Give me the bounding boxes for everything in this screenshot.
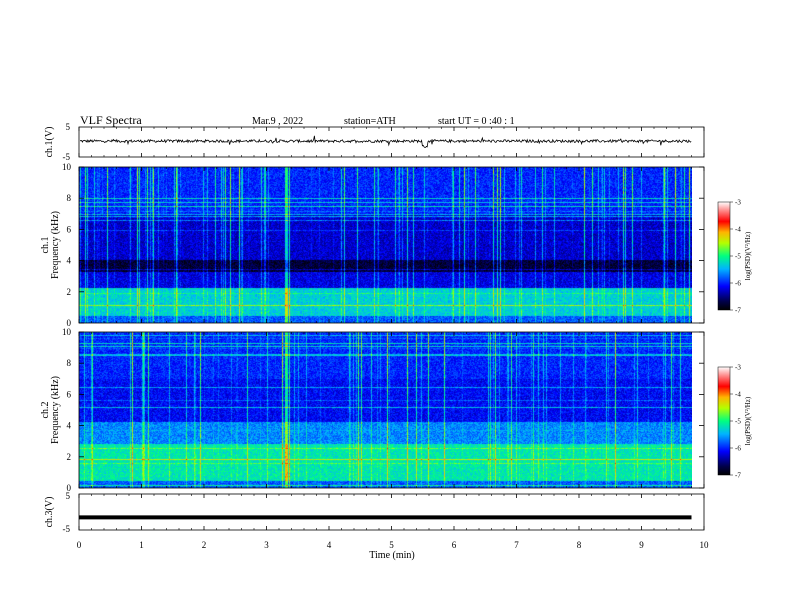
ch1-waveform-trace — [80, 135, 692, 148]
colorbar-tick-label: -6 — [735, 445, 741, 453]
time-tick-label: 9 — [639, 540, 644, 550]
time-tick-label: 2 — [202, 540, 207, 550]
ch1-spectrogram-image — [79, 167, 692, 323]
time-tick-label: 6 — [452, 540, 457, 550]
figure-title: VLF Spectra — [80, 113, 142, 127]
time-tick-label: 10 — [700, 540, 710, 550]
ch1-ytick-bottom: -5 — [63, 152, 71, 162]
ch3-ytick-bottom: -5 — [63, 524, 71, 534]
time-tick-label: 1 — [139, 540, 144, 550]
ch1-spectrogram-ylabel-freq: Frequency (kHz) — [50, 211, 61, 279]
time-tick-label: 8 — [577, 540, 582, 550]
ch1-waveform-panel: 5 -5 ch.1(V) — [44, 122, 705, 162]
frequency-tick-label: 4 — [67, 421, 72, 431]
frequency-tick-label: 6 — [67, 224, 72, 234]
colorbar-tick-label: -5 — [735, 418, 741, 426]
ch2-colorbar-bar — [717, 366, 731, 476]
frequency-tick-label: 2 — [67, 452, 72, 462]
colorbar-tick-label: -7 — [735, 307, 741, 315]
ch2-spectrogram-ylabel-freq: Frequency (kHz) — [50, 376, 61, 444]
ch2-spectrogram-panel: 0 2 4 6 8 10 ch.2 Frequency (kHz) — [40, 327, 705, 493]
frequency-tick-label: 10 — [62, 162, 72, 172]
ch1-spectrogram-ylabel-channel: ch.1 — [40, 237, 51, 254]
station-label: station=ATH — [344, 116, 396, 127]
ch1-colorbar: -3 -4 -5 -6 -7 log(PSD)(V²/Hz) — [717, 199, 752, 315]
ch2-spectrogram-image — [79, 332, 692, 488]
time-tick-label: 0 — [77, 540, 82, 550]
frequency-tick-label: 6 — [67, 389, 72, 399]
colorbar-tick-label: -4 — [735, 226, 741, 234]
time-axis-label: Time (min) — [369, 550, 414, 561]
colorbar-tick-label: -3 — [735, 364, 741, 372]
time-tick-label: 5 — [389, 540, 394, 550]
date-label: Mar.9 , 2022 — [252, 116, 303, 127]
frequency-tick-label: 8 — [67, 193, 72, 203]
frequency-tick-label: 4 — [67, 256, 72, 266]
colorbar-tick-label: -7 — [735, 472, 741, 480]
colorbar-tick-label: -3 — [735, 199, 741, 207]
ch3-ylabel: ch.3(V) — [44, 497, 55, 528]
frequency-tick-label: 0 — [67, 483, 72, 493]
colorbar-tick-label: -6 — [735, 280, 741, 288]
frequency-tick-label: 10 — [62, 327, 72, 337]
ch1-ytick-top: 5 — [66, 122, 71, 132]
time-tick-label: 3 — [264, 540, 269, 550]
ch1-ylabel: ch.1(V) — [44, 127, 55, 158]
time-axis: 0 1 2 3 4 5 6 7 8 9 10 — [77, 127, 709, 550]
colorbar-tick-label: -5 — [735, 253, 741, 261]
frequency-tick-label: 8 — [67, 358, 72, 368]
colorbar-tick-label: -4 — [735, 391, 741, 399]
ch2-spectrogram-ylabel-channel: ch.2 — [40, 402, 51, 419]
time-tick-label: 7 — [514, 540, 519, 550]
ch3-ytick-top: 5 — [66, 491, 71, 501]
start-ut-label: start UT = 0 :40 : 1 — [438, 116, 515, 127]
ch1-spectrogram-panel: 0 2 4 6 8 10 ch.1 Frequency (kHz) — [40, 162, 705, 328]
ch2-colorbar-label: log(PSD)(V²/Hz) — [744, 396, 752, 445]
frequency-tick-label: 0 — [67, 318, 72, 328]
frequency-tick-label: 2 — [67, 287, 72, 297]
ch1-colorbar-bar — [717, 201, 731, 311]
ch1-colorbar-label: log(PSD)(V²/Hz) — [744, 231, 752, 280]
time-tick-label: 4 — [327, 540, 332, 550]
ch3-waveform-frame — [78, 493, 705, 531]
ch3-waveform-panel: 5 -5 ch.3(V) — [44, 491, 705, 534]
ch2-colorbar: -3 -4 -5 -6 -7 log(PSD)(V²/Hz) — [717, 364, 752, 480]
